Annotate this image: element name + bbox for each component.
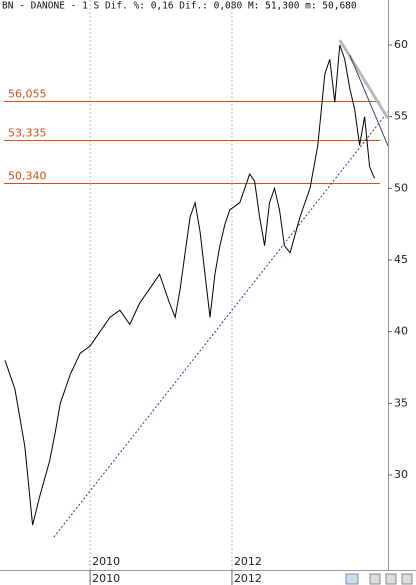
footer-icons (345, 573, 413, 585)
x-tick-label: 2012 (234, 572, 262, 585)
x-tick-label: 2010 (92, 572, 120, 585)
x-tick-label: 2012 (234, 555, 262, 568)
y-tick-label: 45 (394, 253, 408, 266)
chart-title: BN - DANONE - 1 S Dif. %: 0,16 Dif.: 0,0… (2, 1, 357, 12)
level-label: 56,055 (8, 88, 47, 101)
y-tick-label: 35 (394, 396, 408, 409)
level-label: 53,335 (8, 127, 47, 140)
y-tick-label: 60 (394, 38, 408, 51)
y-tick-label: 55 (394, 110, 408, 123)
x-tick-label: 2010 (92, 555, 120, 568)
y-tick-label: 40 (394, 325, 408, 338)
y-tick-label: 50 (394, 181, 408, 194)
trend-line (349, 54, 389, 146)
y-tick-label: 30 (394, 468, 408, 481)
price-line (4, 44, 375, 526)
level-label: 50,340 (8, 169, 47, 182)
trend-line (338, 39, 390, 120)
